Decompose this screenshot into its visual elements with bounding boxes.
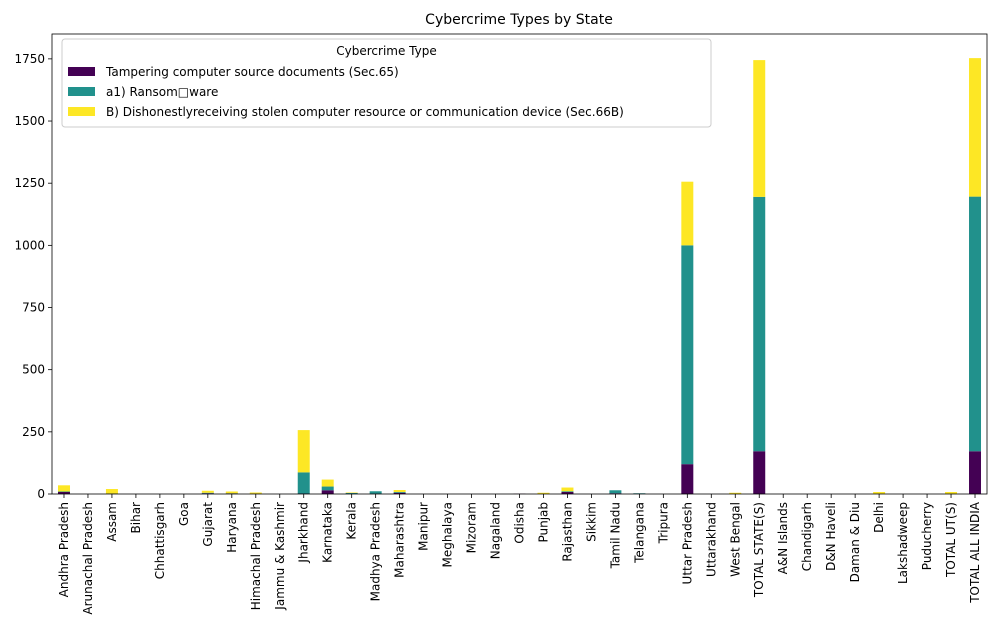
x-tick-label: Jharkhand	[297, 502, 311, 564]
x-tick-label: Andhra Pradesh	[57, 502, 71, 597]
bar-segment	[681, 245, 694, 465]
x-tick-label: Arunachal Pradesh	[81, 502, 95, 615]
y-axis: 0 250 500 750 1000 1250 1500 1750	[14, 52, 52, 501]
x-tick-label: Meghalaya	[441, 502, 455, 567]
x-tick-label: Delhi	[872, 502, 886, 533]
bar-segment	[393, 490, 406, 493]
legend-entry-label: Tampering computer source documents (Sec…	[105, 65, 399, 79]
x-tick-label: Chandigarh	[800, 502, 814, 571]
x-tick-label: Puducherry	[920, 502, 934, 570]
bar-segment	[57, 492, 70, 494]
legend-swatch	[68, 87, 95, 96]
x-tick-label: Nagaland	[489, 502, 503, 559]
x-tick-label: Maharashtra	[393, 502, 407, 578]
bar-segment	[945, 492, 958, 494]
y-tick-label: 1250	[14, 176, 45, 190]
y-tick-label: 1500	[14, 114, 45, 128]
x-tick-label: Jammu & Kashmir	[273, 502, 287, 611]
x-tick-label: Haryana	[225, 502, 239, 553]
plot-frame	[51, 33, 988, 495]
x-tick-label: Tamil Nadu	[608, 502, 622, 569]
x-tick-label: Mizoram	[465, 502, 479, 553]
legend-swatch	[68, 67, 95, 76]
bar-segment	[297, 472, 310, 494]
bar-segment	[753, 60, 766, 197]
x-tick-label: Chhattisgarh	[153, 502, 167, 579]
x-tick-label: Tripura	[656, 502, 670, 544]
x-tick-label: Gujarat	[201, 502, 215, 547]
x-tick-label: West Bengal	[728, 502, 742, 577]
y-tick-label: 750	[22, 301, 45, 315]
x-tick-label: Lakshadweep	[896, 502, 910, 584]
x-axis: Andhra Pradesh Arunachal Pradesh Assam Biha…	[57, 494, 982, 615]
x-tick-label: Odisha	[513, 502, 527, 544]
x-tick-label: Goa	[177, 502, 191, 526]
legend-entry-label: B) Dishonestlyreceiving stolen computer …	[106, 105, 624, 119]
bar-segment	[537, 492, 550, 494]
x-tick-label: Bihar	[129, 502, 143, 534]
bar-segment	[681, 181, 694, 246]
x-tick-label: Madhya Pradesh	[369, 502, 383, 601]
x-tick-label: Rajasthan	[560, 502, 574, 562]
bar-segment	[105, 489, 118, 494]
x-tick-label: Punjab	[536, 502, 550, 543]
bar-segment	[873, 492, 886, 494]
bar-segment	[321, 490, 334, 494]
chart-title: Cybercrime Types by State	[425, 12, 613, 28]
bar-segment	[753, 196, 766, 452]
bar-segment	[201, 490, 214, 493]
x-tick-label: Assam	[105, 502, 119, 542]
x-tick-label: Telangana	[632, 502, 646, 564]
bars-layer	[57, 58, 982, 494]
x-tick-label: Himachal Pradesh	[249, 502, 263, 610]
bar-segment	[393, 492, 406, 493]
y-tick-label: 1750	[14, 52, 45, 66]
bar-segment	[345, 493, 358, 494]
x-tick-label: Daman & Diu	[848, 502, 862, 582]
x-tick-label: TOTAL UT(S)	[944, 502, 958, 578]
bar-segment	[369, 491, 382, 494]
x-tick-label: Kerala	[345, 502, 359, 540]
bar-segment	[561, 487, 574, 492]
x-tick-label: Uttarakhand	[704, 502, 718, 577]
bar-segment	[681, 464, 694, 494]
bar-segment	[561, 491, 574, 493]
y-tick-label: 250	[22, 425, 45, 439]
legend-box	[61, 38, 712, 128]
bar-segment	[609, 490, 622, 494]
x-tick-label: TOTAL ALL INDIA	[968, 501, 982, 604]
y-tick-label: 500	[22, 363, 45, 377]
bar-segment	[753, 451, 766, 494]
legend-entry-label: a1) Ransom□ware	[106, 85, 218, 99]
bar-segment	[57, 485, 70, 492]
y-tick-label: 1000	[14, 238, 45, 252]
bar-segment	[225, 491, 238, 494]
legend-swatch	[68, 107, 95, 116]
x-tick-label: A&N Islands	[776, 502, 790, 574]
x-tick-label: Manipur	[417, 502, 431, 551]
x-tick-label: TOTAL STATE(S)	[752, 502, 766, 598]
y-tick-label: 0	[37, 487, 45, 501]
bar-segment	[393, 492, 406, 494]
x-tick-label: Sikkim	[584, 502, 598, 542]
bar-segment	[729, 492, 742, 494]
bar-segment	[321, 486, 334, 491]
bar-segment	[297, 430, 310, 473]
bar-segment	[969, 451, 982, 494]
bar-segment	[249, 492, 262, 494]
bar-segment	[969, 58, 982, 197]
bar-segment	[561, 492, 574, 494]
x-tick-label: D&N Haveli	[824, 502, 838, 571]
legend[interactable]: Cybercrime Type Tampering computer source…	[61, 38, 712, 128]
bar-segment	[321, 479, 334, 487]
x-tick-label: Uttar Pradesh	[680, 502, 694, 584]
legend-title: Cybercrime Type	[336, 44, 436, 58]
x-tick-label: Karnataka	[321, 502, 335, 563]
bar-segment	[969, 196, 982, 452]
